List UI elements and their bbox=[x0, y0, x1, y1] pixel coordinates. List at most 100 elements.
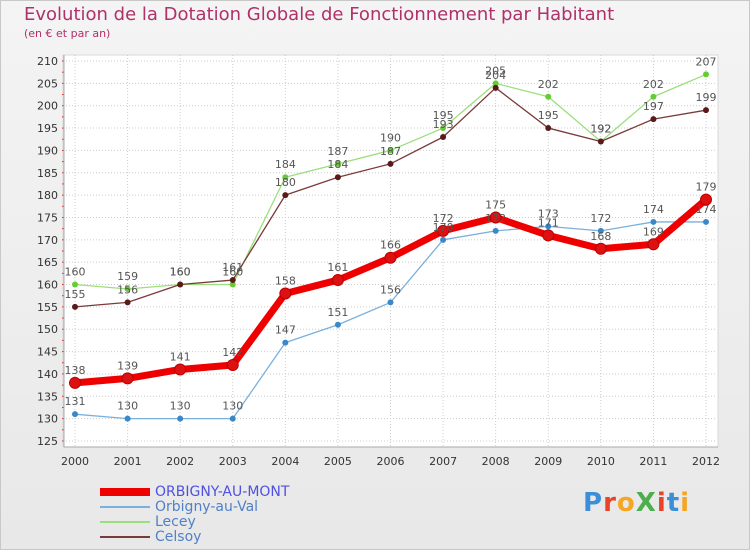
data-point bbox=[279, 287, 292, 300]
data-point bbox=[334, 160, 341, 167]
data-point bbox=[121, 372, 134, 385]
data-point bbox=[229, 415, 236, 422]
data-label: 151 bbox=[327, 306, 348, 319]
data-point bbox=[387, 147, 394, 154]
data-point bbox=[387, 160, 394, 167]
data-label: 160 bbox=[65, 266, 86, 279]
data-point bbox=[542, 229, 555, 242]
x-tick-label: 2005 bbox=[324, 455, 352, 468]
data-point bbox=[229, 281, 236, 288]
data-label: 173 bbox=[538, 207, 559, 220]
data-point bbox=[489, 211, 502, 224]
data-label: 202 bbox=[538, 78, 559, 91]
data-point bbox=[703, 218, 709, 225]
data-point bbox=[492, 84, 499, 91]
legend-label: ORBIGNY-AU-MONT bbox=[155, 484, 290, 500]
data-point bbox=[124, 299, 131, 306]
data-label: 204 bbox=[485, 69, 506, 82]
legend-label: Lecey bbox=[155, 514, 196, 530]
data-point bbox=[72, 411, 78, 418]
data-point bbox=[124, 286, 131, 292]
legend-swatch bbox=[100, 536, 150, 538]
data-label: 147 bbox=[275, 324, 296, 337]
data-point bbox=[440, 236, 447, 243]
legend-label: Orbigny-au-Val bbox=[155, 499, 259, 515]
y-tick-label: 200 bbox=[37, 100, 58, 113]
data-point bbox=[650, 93, 657, 100]
legend-swatch bbox=[100, 506, 150, 508]
data-point bbox=[72, 281, 78, 288]
data-label: 158 bbox=[275, 274, 296, 287]
x-tick-label: 2001 bbox=[114, 455, 142, 468]
data-label: 159 bbox=[117, 270, 138, 283]
chart-subtitle: (en € et par an) bbox=[24, 27, 111, 40]
data-label: 169 bbox=[643, 225, 664, 238]
y-tick-label: 160 bbox=[37, 279, 58, 292]
data-point bbox=[545, 223, 552, 230]
x-tick-label: 2007 bbox=[429, 455, 457, 468]
data-label: 131 bbox=[65, 395, 86, 408]
data-label: 138 bbox=[65, 364, 86, 377]
data-label: 174 bbox=[643, 203, 664, 216]
data-label: 179 bbox=[696, 181, 717, 194]
data-label: 205 bbox=[485, 64, 506, 77]
data-point bbox=[440, 134, 447, 140]
data-label: 160 bbox=[170, 266, 191, 279]
data-label: 195 bbox=[538, 109, 559, 122]
data-label: 184 bbox=[327, 158, 348, 171]
data-point bbox=[226, 359, 239, 371]
x-tick-label: 2000 bbox=[61, 455, 89, 468]
data-point bbox=[703, 71, 709, 78]
data-label: 192 bbox=[590, 122, 611, 135]
y-tick-label: 195 bbox=[37, 122, 58, 135]
y-tick-label: 140 bbox=[37, 368, 58, 381]
data-point bbox=[229, 277, 236, 284]
data-label: 155 bbox=[65, 288, 86, 301]
data-label: 187 bbox=[380, 145, 401, 158]
x-tick-label: 2009 bbox=[534, 455, 562, 468]
y-tick-label: 170 bbox=[37, 234, 58, 247]
data-label: 156 bbox=[380, 283, 401, 296]
data-label: 139 bbox=[117, 359, 138, 372]
data-point bbox=[72, 303, 78, 310]
data-label: 197 bbox=[643, 100, 664, 113]
data-point bbox=[331, 274, 344, 287]
data-label: 141 bbox=[170, 350, 191, 363]
data-label: 166 bbox=[380, 239, 401, 252]
y-tick-label: 180 bbox=[37, 189, 58, 202]
legend-label: Celsoy bbox=[155, 529, 202, 545]
y-tick-label: 205 bbox=[37, 77, 58, 90]
data-point bbox=[594, 242, 607, 255]
data-label: 187 bbox=[327, 145, 348, 158]
data-label: 161 bbox=[222, 261, 243, 274]
x-tick-label: 2002 bbox=[166, 455, 194, 468]
y-tick-label: 165 bbox=[37, 256, 58, 269]
data-label: 160 bbox=[170, 266, 191, 279]
data-point bbox=[597, 138, 604, 145]
x-tick-label: 2008 bbox=[482, 455, 510, 468]
data-point bbox=[177, 415, 184, 422]
data-label: 190 bbox=[380, 131, 401, 144]
data-label: 172 bbox=[433, 212, 454, 225]
data-point bbox=[334, 174, 341, 181]
data-point bbox=[437, 224, 450, 237]
data-point bbox=[700, 193, 712, 206]
data-point bbox=[545, 125, 552, 132]
data-label: 175 bbox=[485, 198, 506, 211]
data-point bbox=[597, 227, 604, 234]
data-point bbox=[703, 107, 709, 114]
legend-swatch bbox=[100, 521, 150, 523]
data-point bbox=[177, 281, 184, 288]
data-point bbox=[69, 376, 81, 389]
data-point bbox=[545, 93, 552, 100]
y-tick-label: 185 bbox=[37, 167, 58, 180]
data-label: 171 bbox=[538, 216, 559, 229]
data-label: 202 bbox=[643, 78, 664, 91]
data-label: 160 bbox=[222, 266, 243, 279]
x-tick-label: 2010 bbox=[587, 455, 615, 468]
x-tick-label: 2011 bbox=[639, 455, 667, 468]
y-tick-label: 145 bbox=[37, 346, 58, 359]
data-point bbox=[440, 125, 447, 132]
y-tick-label: 125 bbox=[37, 435, 58, 448]
y-tick-label: 210 bbox=[37, 55, 58, 68]
